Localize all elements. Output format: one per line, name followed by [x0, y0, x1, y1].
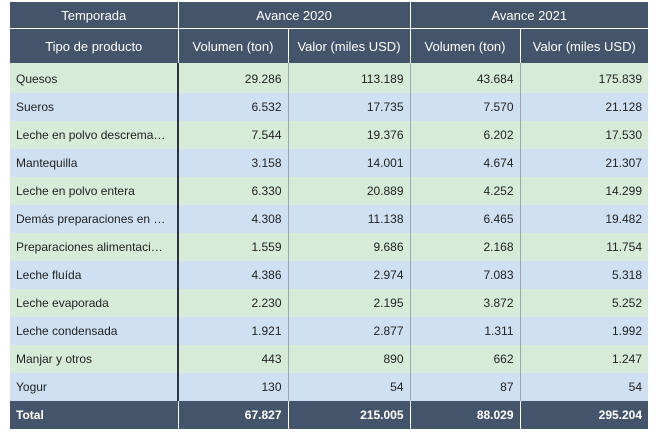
value-2020-cell: 2.195	[288, 289, 411, 317]
total-volume-2021: 88.029	[410, 401, 521, 429]
volume-2020-cell: 130	[178, 373, 289, 401]
product-cell: Leche fluída	[10, 261, 179, 289]
total-row: Total 67.827 215.005 88.029 295.204	[10, 401, 649, 429]
product-type-header[interactable]: Tipo de producto	[10, 28, 179, 63]
product-cell: Yogur	[10, 373, 179, 401]
volume-2021-cell: 4.252	[410, 177, 521, 205]
volume-2020-cell: 443	[178, 345, 289, 373]
product-cell: Preparaciones alimentaci…	[10, 233, 179, 261]
total-label: Total	[10, 401, 179, 429]
volume-2021-cell: 6.465	[410, 205, 521, 233]
volume-2020-cell: 3.158	[178, 149, 289, 177]
product-cell: Sueros	[10, 93, 179, 121]
value-2021-cell: 19.482	[520, 205, 649, 233]
value-2020-cell: 890	[288, 345, 411, 373]
season-header[interactable]: Temporada	[10, 2, 179, 29]
value-2020-cell: 11.138	[288, 205, 411, 233]
volume-2021-header[interactable]: Volumen (ton)	[410, 28, 521, 63]
table-row[interactable]: Quesos 29.286 113.189 43.684 175.839	[10, 63, 649, 93]
group-header-2020[interactable]: Avance 2020	[178, 2, 411, 29]
volume-2020-cell: 4.386	[178, 261, 289, 289]
volume-2021-cell: 3.872	[410, 289, 521, 317]
table-row[interactable]: Leche condensada 1.921 2.877 1.311 1.992	[10, 317, 649, 345]
table-row[interactable]: Leche evaporada 2.230 2.195 3.872 5.252	[10, 289, 649, 317]
volume-2020-cell: 29.286	[178, 63, 289, 93]
product-cell: Leche evaporada	[10, 289, 179, 317]
value-2021-cell: 54	[520, 373, 649, 401]
volume-2021-cell: 7.570	[410, 93, 521, 121]
product-cell: Manjar y otros	[10, 345, 179, 373]
volume-2020-cell: 4.308	[178, 205, 289, 233]
volume-2020-cell: 6.330	[178, 177, 289, 205]
value-2021-header[interactable]: Valor (miles USD)	[520, 28, 649, 63]
product-cell: Quesos	[10, 63, 179, 93]
volume-2021-cell: 1.311	[410, 317, 521, 345]
value-2021-cell: 11.754	[520, 233, 649, 261]
value-2020-cell: 20.889	[288, 177, 411, 205]
volume-2020-cell: 7.544	[178, 121, 289, 149]
value-2020-cell: 19.376	[288, 121, 411, 149]
value-2020-cell: 14.001	[288, 149, 411, 177]
header-row-groups: Temporada Avance 2020 Avance 2021	[10, 2, 649, 29]
volume-2020-cell: 1.559	[178, 233, 289, 261]
volume-2021-cell: 7.083	[410, 261, 521, 289]
product-cell: Leche en polvo entera	[10, 177, 179, 205]
volume-2020-cell: 2.230	[178, 289, 289, 317]
volume-2021-cell: 662	[410, 345, 521, 373]
table-row[interactable]: Yogur 130 54 87 54	[10, 373, 649, 401]
table-row[interactable]: Sueros 6.532 17.735 7.570 21.128	[10, 93, 649, 121]
total-volume-2020: 67.827	[178, 401, 289, 429]
value-2020-cell: 9.686	[288, 233, 411, 261]
volume-2021-cell: 87	[410, 373, 521, 401]
table-header: Temporada Avance 2020 Avance 2021 Tipo d…	[10, 2, 649, 63]
table-row[interactable]: Leche fluída 4.386 2.974 7.083 5.318	[10, 261, 649, 289]
value-2020-cell: 2.877	[288, 317, 411, 345]
volume-2021-cell: 43.684	[410, 63, 521, 93]
value-2020-cell: 17.735	[288, 93, 411, 121]
table-row[interactable]: Preparaciones alimentaci… 1.559 9.686 2.…	[10, 233, 649, 261]
total-value-2021: 295.204	[520, 401, 649, 429]
value-2020-cell: 54	[288, 373, 411, 401]
volume-2021-cell: 6.202	[410, 121, 521, 149]
volume-2021-cell: 4.674	[410, 149, 521, 177]
group-header-2021[interactable]: Avance 2021	[410, 2, 649, 29]
product-cell: Demás preparaciones en …	[10, 205, 179, 233]
volume-2020-header[interactable]: Volumen (ton)	[178, 28, 289, 63]
header-row-columns: Tipo de producto Volumen (ton) Valor (mi…	[10, 28, 649, 63]
value-2021-cell: 21.307	[520, 149, 649, 177]
value-2021-cell: 21.128	[520, 93, 649, 121]
value-2020-cell: 2.974	[288, 261, 411, 289]
value-2021-cell: 14.299	[520, 177, 649, 205]
product-cell: Leche condensada	[10, 317, 179, 345]
table-body: Quesos 29.286 113.189 43.684 175.839 Sue…	[10, 63, 649, 401]
table-row[interactable]: Leche en polvo entera 6.330 20.889 4.252…	[10, 177, 649, 205]
table-row[interactable]: Demás preparaciones en … 4.308 11.138 6.…	[10, 205, 649, 233]
product-cell: Mantequilla	[10, 149, 179, 177]
product-cell: Leche en polvo descrema…	[10, 121, 179, 149]
value-2021-cell: 5.318	[520, 261, 649, 289]
value-2021-cell: 17.530	[520, 121, 649, 149]
volume-2021-cell: 2.168	[410, 233, 521, 261]
value-2021-cell: 1.992	[520, 317, 649, 345]
volume-2020-cell: 1.921	[178, 317, 289, 345]
value-2021-cell: 175.839	[520, 63, 649, 93]
volume-2020-cell: 6.532	[178, 93, 289, 121]
value-2020-cell: 113.189	[288, 63, 411, 93]
table-row[interactable]: Leche en polvo descrema… 7.544 19.376 6.…	[10, 121, 649, 149]
dairy-exports-table-container: Temporada Avance 2020 Avance 2021 Tipo d…	[10, 2, 649, 429]
table-row[interactable]: Mantequilla 3.158 14.001 4.674 21.307	[10, 149, 649, 177]
value-2021-cell: 1.247	[520, 345, 649, 373]
value-2021-cell: 5.252	[520, 289, 649, 317]
dairy-exports-table: Temporada Avance 2020 Avance 2021 Tipo d…	[10, 2, 649, 429]
value-2020-header[interactable]: Valor (miles USD)	[288, 28, 411, 63]
table-footer: Total 67.827 215.005 88.029 295.204	[10, 401, 649, 429]
total-value-2020: 215.005	[288, 401, 411, 429]
table-row[interactable]: Manjar y otros 443 890 662 1.247	[10, 345, 649, 373]
